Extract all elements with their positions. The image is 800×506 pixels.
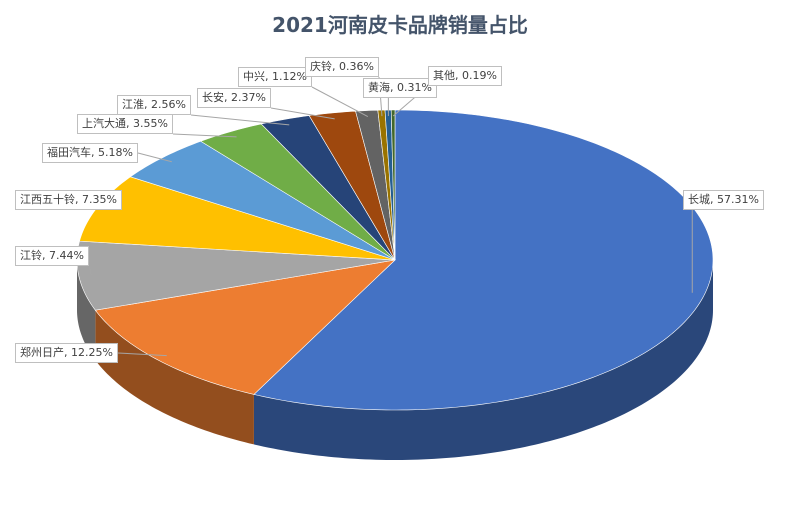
label-category: 福田汽车	[47, 146, 98, 159]
chart-title: 2021河南皮卡品牌销量占比	[272, 13, 528, 37]
data-label: 黄海0.31%	[363, 78, 437, 98]
data-label: 江西五十铃7.35%	[15, 190, 122, 210]
slice-side	[253, 260, 713, 460]
slice	[253, 109, 714, 411]
leader-line	[311, 86, 369, 118]
top-layer	[76, 109, 714, 411]
label-category: 江淮	[122, 98, 151, 111]
label-value: 1.12%	[272, 70, 307, 83]
label-category: 郑州日产	[20, 346, 71, 359]
label-category: 其他	[433, 69, 462, 82]
label-category: 上汽大通	[82, 117, 133, 130]
slice	[94, 259, 396, 395]
leader-line	[137, 152, 172, 163]
leader-line	[270, 107, 335, 120]
label-category: 庆铃	[310, 60, 339, 73]
data-label: 中兴1.12%	[238, 67, 312, 87]
label-category: 长安	[202, 91, 231, 104]
label-category: 黄海	[368, 81, 397, 94]
leader-line	[190, 114, 290, 126]
label-value: 5.18%	[98, 146, 133, 159]
leader-line	[88, 265, 92, 276]
slice-side	[95, 310, 254, 445]
label-category: 江西五十铃	[20, 193, 82, 206]
data-label: 长安2.37%	[197, 88, 271, 108]
label-category: 中兴	[243, 70, 272, 83]
label-value: 0.31%	[397, 81, 432, 94]
slice	[390, 109, 396, 261]
data-label: 郑州日产12.25%	[15, 343, 118, 363]
label-value: 0.19%	[462, 69, 497, 82]
label-category: 长城	[688, 193, 717, 206]
label-value: 7.35%	[82, 193, 117, 206]
data-label: 上汽大通3.55%	[77, 114, 173, 134]
data-label: 其他0.19%	[428, 66, 502, 86]
leader-line	[117, 352, 167, 357]
slice	[129, 140, 396, 261]
label-value: 7.44%	[49, 249, 84, 262]
label-value: 57.31%	[717, 193, 759, 206]
data-label: 江铃7.44%	[15, 246, 89, 266]
slice	[355, 109, 396, 261]
label-value: 2.37%	[231, 91, 266, 104]
leader-line	[172, 133, 237, 138]
slice-side	[77, 260, 96, 361]
label-value: 2.56%	[151, 98, 186, 111]
label-category: 江铃	[20, 249, 49, 262]
data-label: 福田汽车5.18%	[42, 143, 138, 163]
data-label: 江淮2.56%	[117, 95, 191, 115]
data-label: 庆铃0.36%	[305, 57, 379, 77]
label-value: 12.25%	[71, 346, 113, 359]
side-layer	[77, 260, 713, 460]
label-value: 0.36%	[339, 60, 374, 73]
label-value: 3.55%	[133, 117, 168, 130]
slice	[200, 123, 396, 261]
data-label: 长城57.31%	[683, 190, 764, 210]
